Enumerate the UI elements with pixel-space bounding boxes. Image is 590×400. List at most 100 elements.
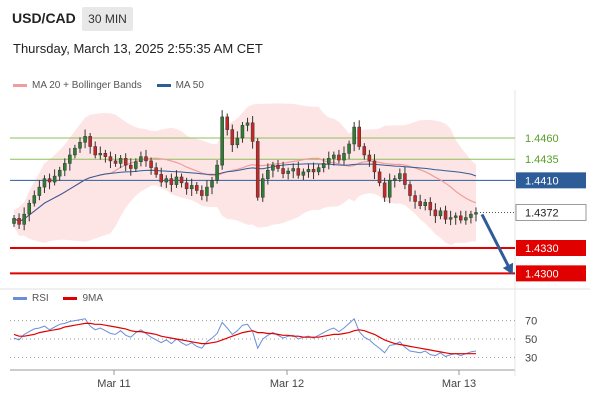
legend-item-9ma[interactable]: 9MA <box>63 293 103 304</box>
timeframe-button[interactable]: 30 MIN <box>82 7 133 31</box>
candle-body <box>276 164 280 169</box>
candle-body <box>474 212 478 215</box>
candle-body <box>215 164 219 181</box>
candle-body <box>357 126 361 147</box>
candle-body <box>281 168 285 174</box>
candle-body <box>433 209 438 217</box>
candle-body <box>271 164 275 171</box>
candle-body <box>68 154 72 164</box>
candle-body <box>129 164 133 169</box>
candle-body <box>169 178 174 185</box>
candle-body <box>255 141 260 198</box>
candle-body <box>418 201 422 206</box>
candle-body <box>408 184 412 196</box>
candle-body <box>261 178 265 198</box>
candle-body <box>372 160 377 173</box>
candle-body <box>73 147 77 156</box>
candle-body <box>438 210 443 217</box>
candle-body <box>403 173 407 185</box>
candle-body <box>316 167 321 173</box>
candle-body <box>210 180 214 188</box>
candle-body <box>443 210 448 220</box>
candle-body <box>32 195 37 204</box>
candle-body <box>337 154 341 161</box>
candle-body <box>428 202 433 211</box>
x-tick-label: Mar 11 <box>97 378 130 390</box>
candle-body <box>22 213 26 225</box>
candle-body <box>464 217 468 221</box>
candle-body <box>149 160 153 168</box>
candle-body <box>321 163 326 168</box>
candle-body <box>27 202 31 215</box>
candle-body <box>139 156 143 162</box>
candle-body <box>88 136 92 147</box>
level-label-current: 1.4372 <box>525 207 559 219</box>
candle-body <box>200 190 204 196</box>
candle-body <box>393 178 397 181</box>
candle-body <box>423 202 427 206</box>
candle-body <box>332 154 336 159</box>
candle-body <box>123 158 128 166</box>
candle-body <box>164 178 169 183</box>
ma50-line <box>13 163 477 222</box>
chart-header: USD/CAD 30 MIN <box>0 0 590 36</box>
candle-body <box>453 215 458 218</box>
candle-body <box>52 175 57 183</box>
candle-body <box>266 169 270 179</box>
candle-body <box>83 136 87 143</box>
candle-body <box>448 217 453 220</box>
candle-body <box>301 171 306 176</box>
legend-label-ma50: MA 50 <box>175 80 204 91</box>
rsi-tick-label: 50 <box>525 334 537 346</box>
candle-body <box>225 116 229 130</box>
candle-body <box>235 137 240 146</box>
candle-body <box>291 168 295 172</box>
candle-body <box>311 169 316 173</box>
legend-item-rsi[interactable]: RSI <box>13 293 49 304</box>
candle-body <box>98 153 103 156</box>
candle-body <box>377 171 382 184</box>
candle-body <box>362 146 367 156</box>
candle-body <box>387 180 392 198</box>
legend-label-rsi: RSI <box>32 293 49 304</box>
level-tag-support <box>516 265 586 282</box>
symbol-title: USD/CAD <box>12 10 76 26</box>
candle-body <box>154 167 158 175</box>
level-label-resistance: 1.4435 <box>525 154 559 166</box>
forecast-arrow <box>480 213 512 271</box>
candle-body <box>78 142 82 149</box>
candle-body <box>179 176 184 184</box>
x-tick-label: Mar 13 <box>442 378 476 390</box>
candle-body <box>413 195 417 202</box>
candle-body <box>347 143 351 154</box>
level-label-support: 1.4300 <box>525 268 559 280</box>
candle-body <box>327 158 331 164</box>
level-tag-current <box>515 203 587 221</box>
candle-body <box>367 154 372 162</box>
legend-item-ma50[interactable]: MA 50 <box>156 80 204 91</box>
rsi-legend: RSI 9MA <box>13 293 103 304</box>
datetime-label: Thursday, March 13, 2025 2:55:35 AM CET <box>13 41 263 56</box>
main-legend: MA 20 + Bollinger Bands MA 50 <box>13 80 204 91</box>
rsi-line <box>13 317 477 358</box>
candle-body <box>113 160 118 164</box>
candle-body <box>230 129 235 146</box>
legend-label-ma20: MA 20 + Bollinger Bands <box>32 80 142 91</box>
bollinger-band <box>14 103 476 246</box>
candle-body <box>286 170 290 174</box>
candle-body <box>245 122 250 126</box>
candle-body <box>184 182 189 190</box>
legend-label-9ma: 9MA <box>82 293 104 304</box>
candle-body <box>93 146 97 156</box>
candle-body <box>220 116 224 166</box>
x-tick-label: Mar 12 <box>270 378 304 390</box>
legend-swatch-rsi <box>13 296 27 300</box>
candle-body <box>103 153 108 157</box>
candle-body <box>352 126 356 145</box>
rsi-9ma-line <box>13 322 476 355</box>
candle-body <box>63 163 67 171</box>
candle-body <box>469 213 473 218</box>
legend-item-ma20[interactable]: MA 20 + Bollinger Bands <box>13 80 142 91</box>
candle-body <box>42 178 47 188</box>
